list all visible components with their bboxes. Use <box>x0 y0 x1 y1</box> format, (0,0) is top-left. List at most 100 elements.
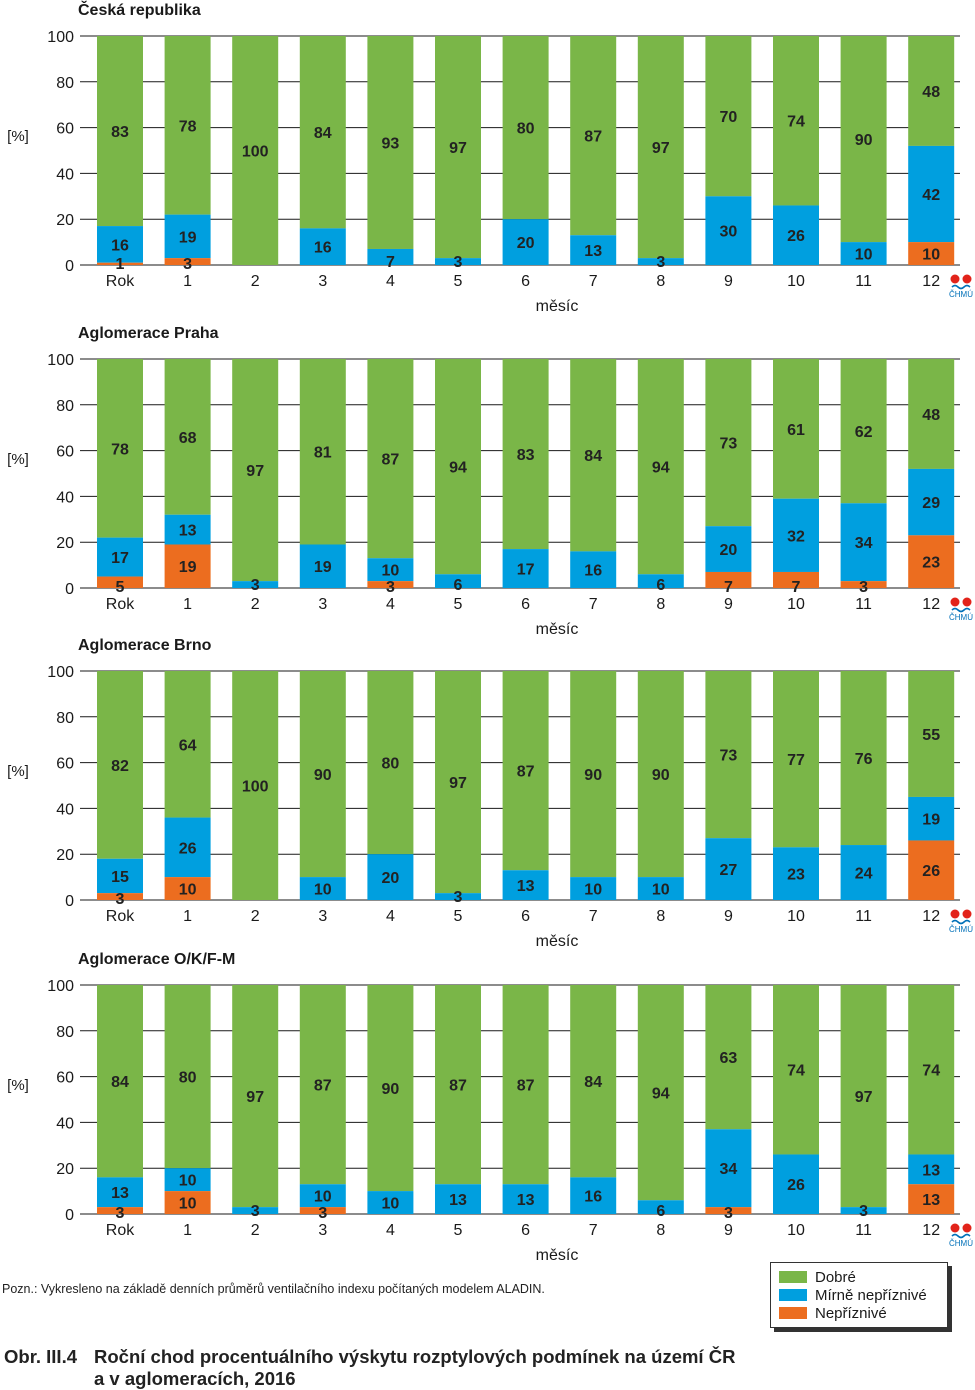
data-label-bad: 1 <box>116 256 125 273</box>
data-label-moderate: 16 <box>111 237 129 254</box>
data-label-moderate: 32 <box>787 528 805 545</box>
bar-moderate <box>97 858 143 894</box>
bar-good <box>570 985 617 1178</box>
bar-moderate <box>502 549 549 588</box>
bar-moderate <box>908 468 955 536</box>
bar-good <box>637 359 684 575</box>
data-label-bad: 3 <box>116 1205 125 1222</box>
bar-moderate <box>435 258 481 265</box>
logo-wave <box>951 919 971 925</box>
y-tick-label: 40 <box>56 801 74 818</box>
x-tick-label: 7 <box>589 908 598 925</box>
data-label-good: 48 <box>922 407 940 424</box>
y-tick-label: 0 <box>65 893 74 910</box>
bar-good <box>435 359 481 575</box>
bar-bad <box>97 576 143 588</box>
bar-bad <box>164 544 211 588</box>
logo-text: ČHMÚ <box>949 925 973 934</box>
data-label-good: 78 <box>111 441 129 458</box>
data-label-good: 87 <box>584 129 602 146</box>
chart-title: Česká republika <box>78 0 201 19</box>
bar-good <box>502 671 549 871</box>
bar-moderate <box>637 574 684 588</box>
bar-good <box>502 985 549 1185</box>
bar-good <box>164 671 211 818</box>
x-axis-label: měsíc <box>536 298 579 315</box>
x-tick-label: 8 <box>656 908 665 925</box>
legend-label-bad: Nepříznivé <box>815 1305 887 1322</box>
data-label-moderate: 6 <box>656 577 665 594</box>
x-tick-label: 11 <box>855 596 872 613</box>
x-tick-label: 10 <box>787 596 805 613</box>
data-label-good: 90 <box>652 767 670 784</box>
data-label-moderate: 10 <box>179 1173 197 1190</box>
x-tick-label: 10 <box>787 273 805 290</box>
bar-moderate <box>367 854 414 900</box>
x-tick-label: 9 <box>724 1222 733 1239</box>
data-label-moderate: 20 <box>720 542 738 559</box>
data-label-moderate: 13 <box>584 243 602 260</box>
data-label-moderate: 24 <box>855 866 873 883</box>
legend-label-good: Dobré <box>815 1269 856 1286</box>
x-tick-label: 10 <box>787 1222 805 1239</box>
y-tick-label: 80 <box>56 1024 74 1041</box>
data-label-good: 73 <box>720 748 738 765</box>
bar-good <box>840 671 887 846</box>
data-label-moderate: 26 <box>787 228 805 245</box>
bar-bad <box>908 242 955 265</box>
bar-moderate <box>299 228 346 265</box>
x-tick-label: 4 <box>386 1222 395 1239</box>
data-label-moderate: 20 <box>382 870 400 887</box>
bar-good <box>164 985 211 1169</box>
data-label-moderate: 13 <box>111 1185 129 1202</box>
data-label-bad: 5 <box>116 579 125 596</box>
bar-bad <box>705 571 752 588</box>
bar-good <box>232 985 279 1208</box>
data-label-moderate: 16 <box>584 563 602 580</box>
x-tick-label: 4 <box>386 596 395 613</box>
bar-bad <box>97 1207 143 1214</box>
data-label-good: 97 <box>855 1089 873 1106</box>
y-tick-label: 0 <box>65 581 74 598</box>
logo-wave <box>951 607 971 613</box>
data-label-good: 84 <box>314 125 332 142</box>
y-tick-label: 40 <box>56 1115 74 1132</box>
bar-bad <box>367 581 414 588</box>
data-label-bad: 10 <box>922 247 940 264</box>
bar-moderate <box>164 214 211 259</box>
logo-dot-right <box>962 597 972 607</box>
bar-moderate <box>705 838 752 900</box>
bar-bad <box>908 535 955 588</box>
data-label-good: 80 <box>517 121 535 138</box>
data-label-moderate: 17 <box>517 562 535 579</box>
caption-line-2: a v aglomeracích, 2016 <box>94 1368 296 1389</box>
bar-good <box>367 36 414 249</box>
bar-bad <box>705 1207 752 1214</box>
data-label-good: 87 <box>449 1078 467 1095</box>
data-label-good: 100 <box>242 779 269 796</box>
bar-good <box>705 985 752 1130</box>
logo-wave <box>951 1233 971 1239</box>
data-label-good: 87 <box>517 1078 535 1095</box>
legend-swatch-moderate <box>779 1289 807 1301</box>
x-tick-label: 4 <box>386 908 395 925</box>
bar-good <box>637 671 684 878</box>
chart-panel-1: Aglomerace Praha020406080100[%]78175Rok6… <box>7 325 973 638</box>
bar-good <box>367 359 414 559</box>
bar-good <box>435 36 481 259</box>
bar-good <box>435 671 481 894</box>
bar-moderate <box>367 248 414 265</box>
figure-caption: Obr. III.4 Roční chod procentuálního výsk… <box>4 1346 735 1390</box>
data-label-good: 97 <box>449 775 467 792</box>
bar-moderate <box>570 1177 617 1214</box>
data-label-moderate: 13 <box>517 878 535 895</box>
x-tick-label: 5 <box>454 908 463 925</box>
data-label-good: 97 <box>652 140 670 157</box>
data-label-bad: 7 <box>724 579 733 596</box>
data-label-bad: 10 <box>179 882 197 899</box>
data-label-good: 97 <box>246 1089 264 1106</box>
x-axis-label: měsíc <box>536 933 579 950</box>
chmu-logo: ČHMÚ <box>949 909 973 934</box>
data-label-good: 87 <box>517 764 535 781</box>
